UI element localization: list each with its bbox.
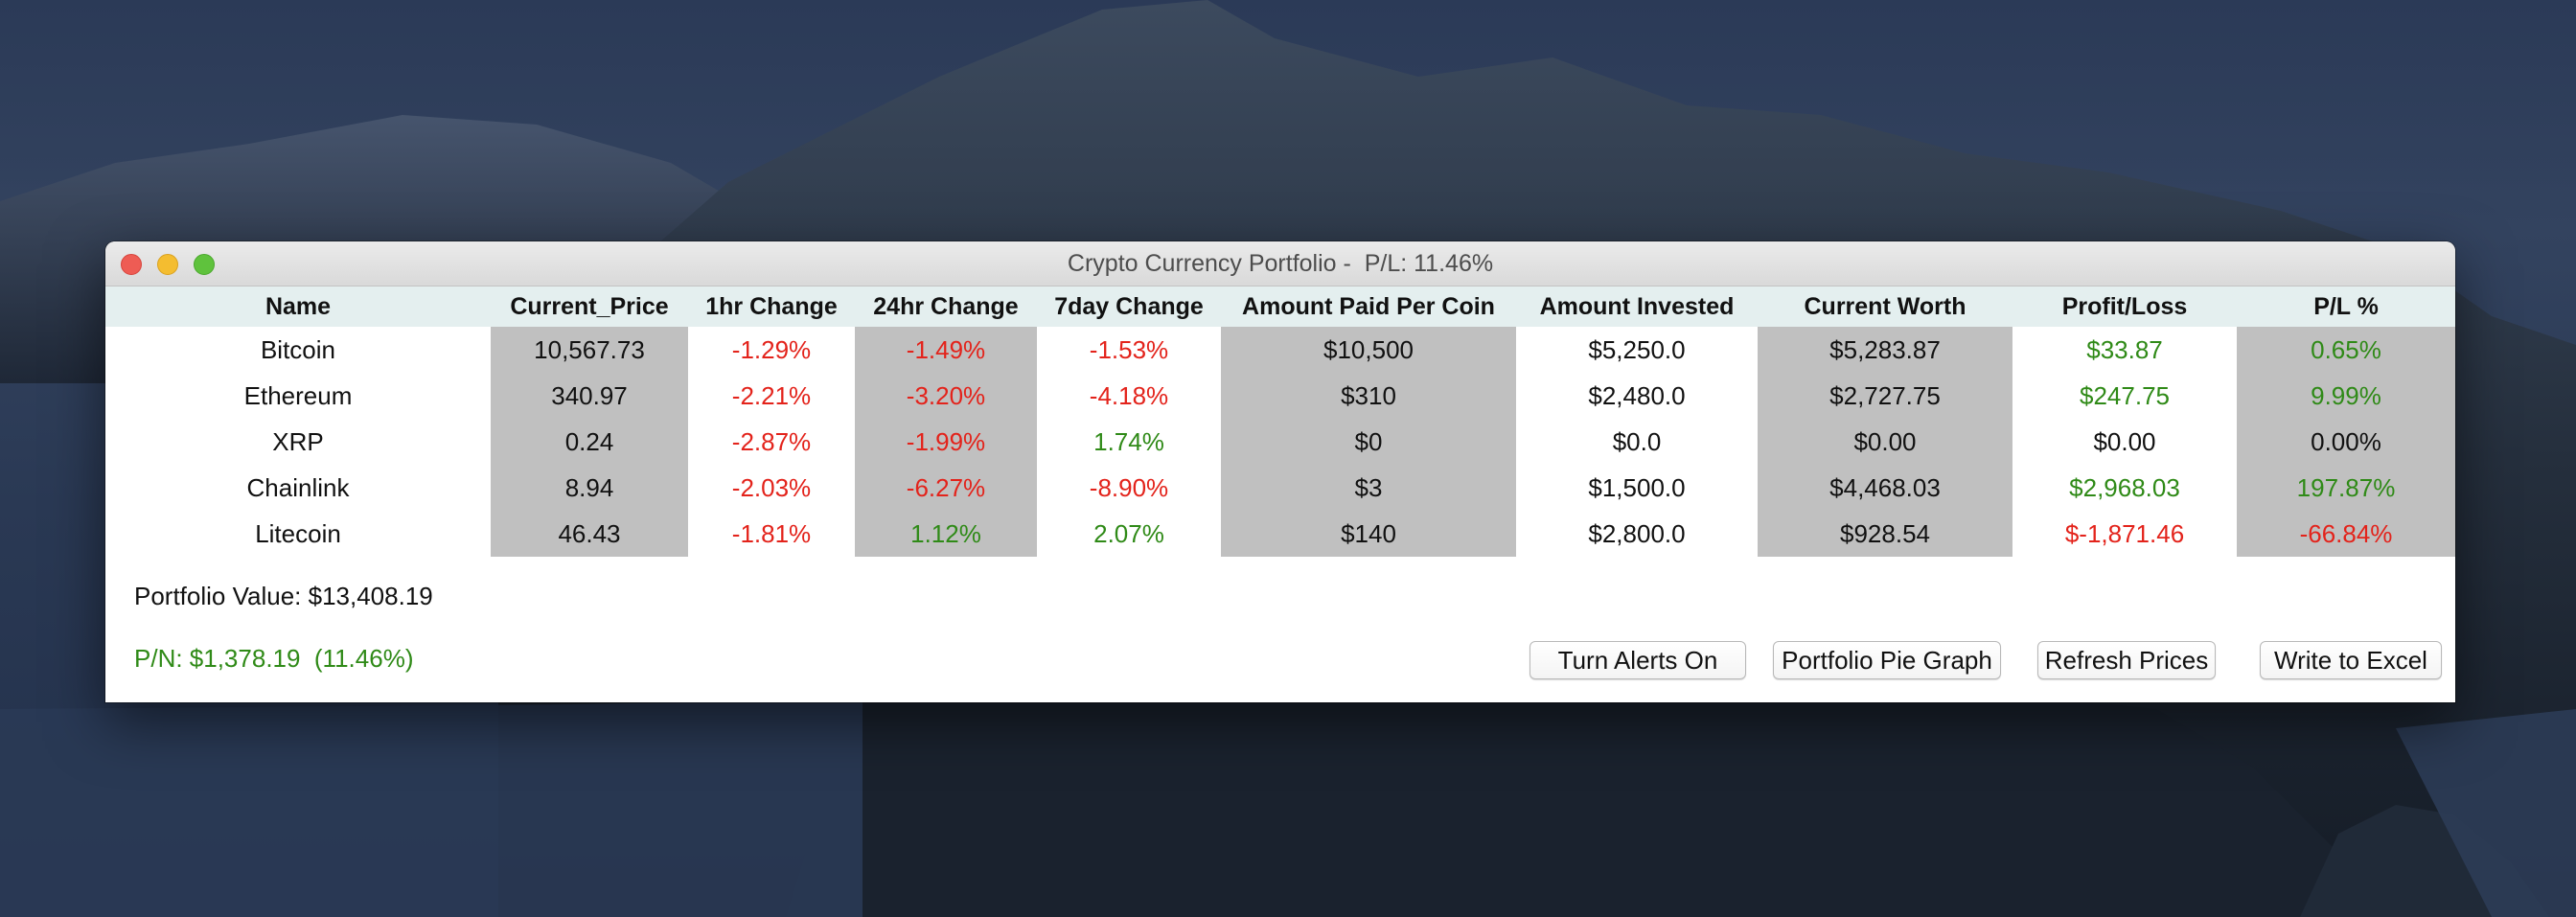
cell-24hr: -1.99% bbox=[855, 419, 1037, 465]
window-title: Crypto Currency Portfolio - P/L: 11.46% bbox=[1067, 250, 1494, 277]
cell-price: 0.24 bbox=[491, 419, 688, 465]
header-profit-loss: Profit/Loss bbox=[2061, 292, 2188, 320]
cell-invested: $1,500.0 bbox=[1588, 472, 1686, 502]
refresh-prices-button[interactable]: Refresh Prices bbox=[2037, 641, 2216, 679]
cell-invested: $2,800.0 bbox=[1588, 518, 1686, 548]
cell-24hr: 1.12% bbox=[855, 511, 1037, 557]
cell-pl: $247.75 bbox=[2080, 380, 2170, 410]
cell-worth: $928.54 bbox=[1758, 511, 2012, 557]
cell-name: Chainlink bbox=[246, 472, 350, 502]
close-icon[interactable] bbox=[121, 254, 142, 275]
titlebar[interactable]: Crypto Currency Portfolio - P/L: 11.46% bbox=[105, 241, 2455, 287]
cell-name: Litecoin bbox=[255, 518, 341, 548]
cell-1hr: -2.21% bbox=[731, 380, 812, 410]
cell-paid: $3 bbox=[1221, 465, 1516, 511]
cell-1hr: -1.81% bbox=[731, 518, 812, 548]
header-7day-change: 7day Change bbox=[1054, 292, 1204, 320]
cell-price: 8.94 bbox=[491, 465, 688, 511]
cell-7day: -4.18% bbox=[1089, 380, 1169, 410]
cell-pl: $-1,871.46 bbox=[2064, 518, 2185, 548]
cell-pl-percent: 0.65% bbox=[2237, 327, 2455, 373]
header-pl-percent: P/L % bbox=[2313, 292, 2379, 320]
portfolio-window: Crypto Currency Portfolio - P/L: 11.46% … bbox=[105, 241, 2455, 702]
cell-name: Bitcoin bbox=[260, 334, 336, 364]
table-header: Name Current_Price 1hr Change 24hr Chang… bbox=[105, 287, 2455, 327]
cell-paid: $10,500 bbox=[1221, 327, 1516, 373]
cell-paid: $310 bbox=[1221, 373, 1516, 419]
cell-invested: $5,250.0 bbox=[1588, 334, 1686, 364]
minimize-icon[interactable] bbox=[157, 254, 178, 275]
header-24hr-change: 24hr Change bbox=[873, 292, 1019, 320]
cell-worth: $5,283.87 bbox=[1758, 327, 2012, 373]
cell-price: 10,567.73 bbox=[491, 327, 688, 373]
cell-1hr: -1.29% bbox=[731, 334, 812, 364]
write-to-excel-button[interactable]: Write to Excel bbox=[2260, 641, 2442, 679]
cell-worth: $2,727.75 bbox=[1758, 373, 2012, 419]
cell-pl: $2,968.03 bbox=[2069, 472, 2180, 502]
cell-invested: $0.0 bbox=[1612, 426, 1662, 456]
cell-pl-percent: -66.84% bbox=[2237, 511, 2455, 557]
cell-price: 46.43 bbox=[491, 511, 688, 557]
header-name: Name bbox=[264, 292, 332, 320]
cell-pl: $33.87 bbox=[2086, 334, 2163, 364]
cell-1hr: -2.03% bbox=[731, 472, 812, 502]
header-amount-invested: Amount Invested bbox=[1539, 292, 1735, 320]
table-row: Bitcoin 10,567.73 -1.29% -1.49% -1.53% $… bbox=[105, 327, 2455, 373]
table-row: XRP 0.24 -2.87% -1.99% 1.74% $0 $0.0 $0.… bbox=[105, 419, 2455, 465]
portfolio-value-label: Portfolio Value: $13,408.19 bbox=[134, 582, 433, 610]
table-row: Litecoin 46.43 -1.81% 1.12% 2.07% $140 $… bbox=[105, 511, 2455, 557]
cell-pl-percent: 197.87% bbox=[2237, 465, 2455, 511]
cell-24hr: -6.27% bbox=[855, 465, 1037, 511]
cell-invested: $2,480.0 bbox=[1588, 380, 1686, 410]
maximize-icon[interactable] bbox=[194, 254, 215, 275]
portfolio-pie-graph-button[interactable]: Portfolio Pie Graph bbox=[1773, 641, 2001, 679]
cell-pl: $0.00 bbox=[2093, 426, 2156, 456]
cell-paid: $140 bbox=[1221, 511, 1516, 557]
cell-24hr: -3.20% bbox=[855, 373, 1037, 419]
cell-pl-percent: 9.99% bbox=[2237, 373, 2455, 419]
profit-net-label: P/N: $1,378.19 (11.46%) bbox=[134, 644, 414, 673]
header-amount-paid: Amount Paid Per Coin bbox=[1242, 292, 1495, 320]
table-row: Chainlink 8.94 -2.03% -6.27% -8.90% $3 $… bbox=[105, 465, 2455, 511]
cell-name: Ethereum bbox=[243, 380, 353, 410]
header-current-price: Current_Price bbox=[510, 292, 669, 320]
turn-alerts-on-button[interactable]: Turn Alerts On bbox=[1530, 641, 1746, 679]
cell-pl-percent: 0.00% bbox=[2237, 419, 2455, 465]
header-current-worth: Current Worth bbox=[1804, 292, 1966, 320]
cell-worth: $0.00 bbox=[1758, 419, 2012, 465]
cell-price: 340.97 bbox=[491, 373, 688, 419]
cell-7day: -8.90% bbox=[1089, 472, 1169, 502]
cell-7day: 2.07% bbox=[1093, 518, 1164, 548]
cell-7day: -1.53% bbox=[1089, 334, 1169, 364]
cell-paid: $0 bbox=[1221, 419, 1516, 465]
cell-7day: 1.74% bbox=[1093, 426, 1164, 456]
table-row: Ethereum 340.97 -2.21% -3.20% -4.18% $31… bbox=[105, 373, 2455, 419]
cell-1hr: -2.87% bbox=[731, 426, 812, 456]
cell-name: XRP bbox=[272, 426, 324, 456]
cell-worth: $4,468.03 bbox=[1758, 465, 2012, 511]
header-1hr-change: 1hr Change bbox=[705, 292, 838, 320]
cell-24hr: -1.49% bbox=[855, 327, 1037, 373]
